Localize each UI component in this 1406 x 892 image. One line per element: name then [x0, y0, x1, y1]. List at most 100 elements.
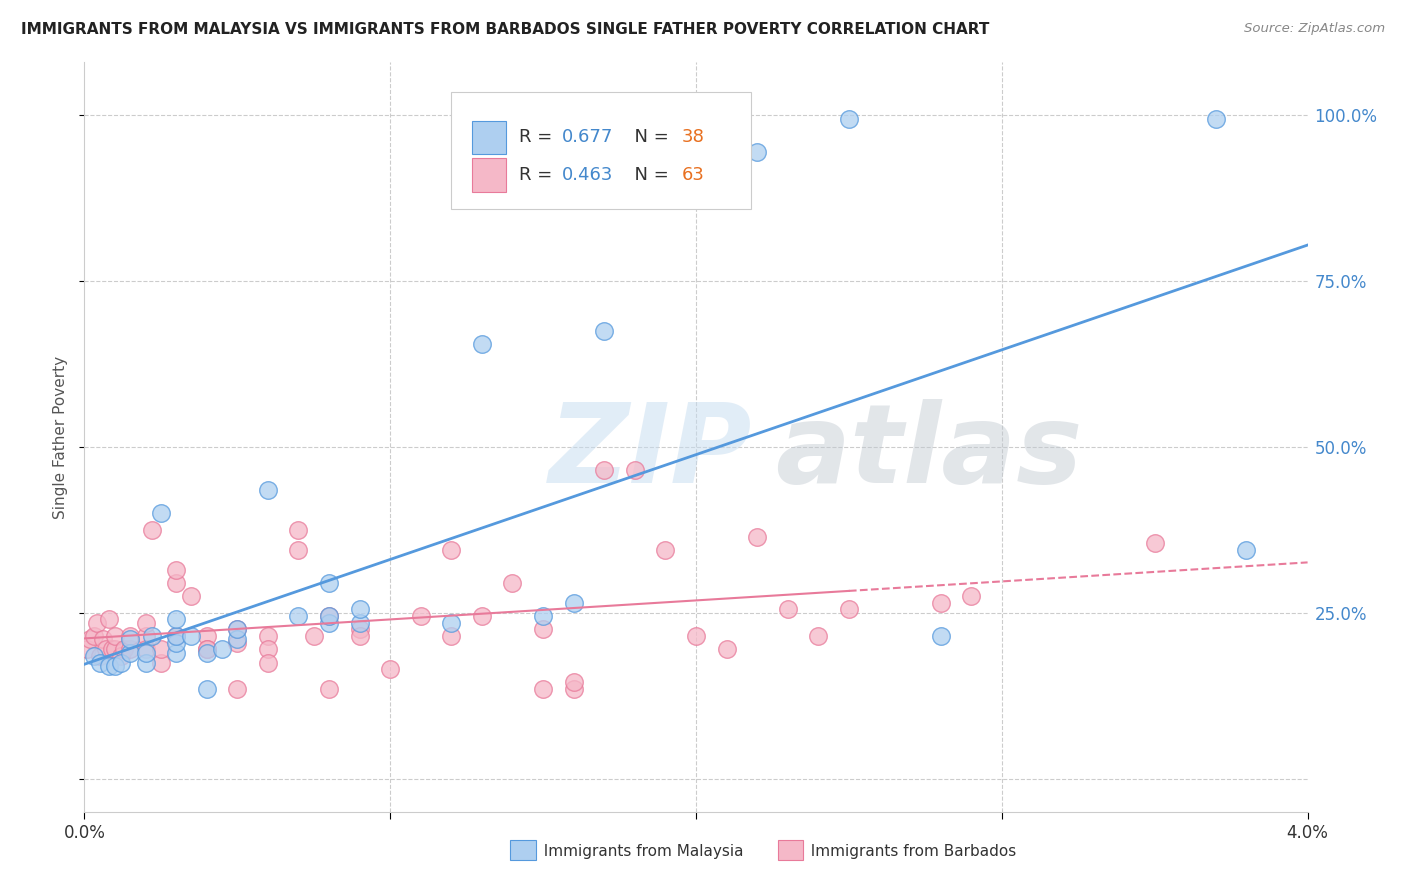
Point — [195, 681, 218, 696]
Point — [226, 623, 249, 637]
Point — [807, 629, 830, 643]
Point — [149, 506, 172, 520]
Point — [318, 615, 340, 630]
Text: 0.677: 0.677 — [561, 128, 613, 146]
Point — [929, 629, 952, 643]
Point — [440, 615, 463, 630]
Point — [165, 563, 187, 577]
Point — [89, 656, 111, 670]
Point — [838, 602, 860, 616]
Point — [149, 656, 172, 670]
Point — [531, 609, 554, 624]
Point — [101, 642, 124, 657]
Text: ZIP: ZIP — [550, 399, 752, 506]
Point — [593, 463, 616, 477]
Point — [120, 632, 142, 647]
Point — [120, 646, 142, 660]
Point — [97, 658, 120, 673]
Point — [120, 642, 142, 657]
Point — [349, 602, 371, 616]
Point — [349, 623, 371, 637]
Point — [1143, 536, 1166, 550]
Point — [165, 629, 187, 643]
Point — [654, 542, 676, 557]
Point — [471, 609, 494, 624]
Point — [226, 632, 249, 647]
Point — [257, 642, 280, 657]
Text: 63: 63 — [682, 166, 704, 184]
Text: atlas: atlas — [776, 399, 1083, 506]
Point — [226, 681, 249, 696]
Point — [531, 681, 554, 696]
Point — [409, 609, 432, 624]
Text: 0.463: 0.463 — [561, 166, 613, 184]
Point — [562, 596, 585, 610]
Point — [287, 609, 309, 624]
Text: 38: 38 — [682, 128, 704, 146]
Text: Immigrants from Barbados: Immigrants from Barbados — [801, 845, 1017, 859]
FancyBboxPatch shape — [451, 93, 751, 209]
Point — [440, 542, 463, 557]
Point — [747, 145, 769, 159]
Point — [440, 629, 463, 643]
Point — [318, 576, 340, 591]
Point — [104, 629, 127, 643]
Text: N =: N = — [623, 128, 673, 146]
Point — [110, 648, 132, 663]
FancyBboxPatch shape — [472, 120, 506, 154]
Point — [1236, 542, 1258, 557]
Text: N =: N = — [623, 166, 673, 184]
Point — [195, 642, 218, 657]
Point — [471, 337, 494, 351]
Point — [287, 523, 309, 537]
Text: R =: R = — [519, 128, 558, 146]
Point — [531, 623, 554, 637]
Point — [112, 642, 135, 657]
Point — [502, 576, 524, 591]
Point — [97, 612, 120, 626]
Point — [562, 675, 585, 690]
Point — [83, 648, 105, 663]
Point — [257, 656, 280, 670]
Point — [838, 112, 860, 126]
Point — [94, 642, 117, 657]
Point — [195, 642, 218, 657]
Bar — [778, 840, 803, 860]
Point — [135, 642, 157, 657]
Point — [89, 648, 111, 663]
Point — [76, 642, 98, 657]
Point — [195, 629, 218, 643]
Point — [318, 609, 340, 624]
Point — [593, 324, 616, 338]
Point — [79, 632, 101, 647]
Point — [165, 612, 187, 626]
Point — [135, 615, 157, 630]
Bar — [510, 840, 536, 860]
Point — [960, 589, 983, 603]
Point — [165, 629, 187, 643]
Point — [110, 656, 132, 670]
Point — [318, 681, 340, 696]
Point — [318, 609, 340, 624]
Point — [716, 642, 738, 657]
Point — [165, 635, 187, 649]
Point — [165, 646, 187, 660]
Point — [257, 629, 280, 643]
Point — [104, 658, 127, 673]
Point — [211, 642, 233, 657]
Point — [226, 623, 249, 637]
Text: R =: R = — [519, 166, 558, 184]
Point — [104, 642, 127, 657]
Point — [287, 542, 309, 557]
Point — [195, 646, 218, 660]
Point — [257, 483, 280, 497]
Point — [180, 629, 202, 643]
Y-axis label: Single Father Poverty: Single Father Poverty — [52, 356, 67, 518]
Point — [380, 662, 402, 676]
Point — [929, 596, 952, 610]
Point — [747, 530, 769, 544]
Point — [141, 523, 163, 537]
Point — [685, 629, 707, 643]
Point — [135, 646, 157, 660]
Text: Immigrants from Malaysia: Immigrants from Malaysia — [534, 845, 744, 859]
